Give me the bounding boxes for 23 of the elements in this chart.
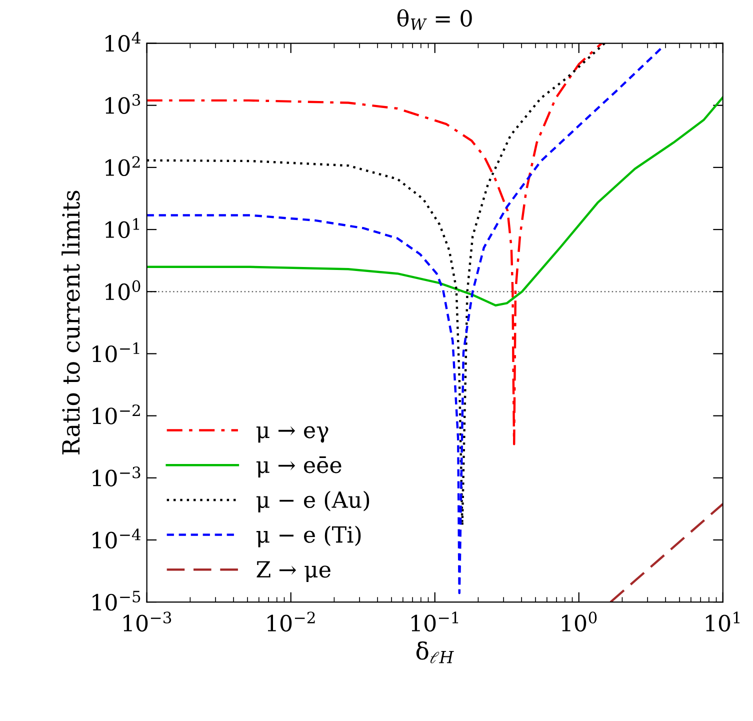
y-tick-label: 10$^{−5}$ (92, 590, 140, 611)
legend-label: μ − e (Au) (256, 490, 370, 512)
y-tick-label: 10$^{−3}$ (92, 466, 140, 486)
x-tick-label: 10$^{−1}$ (412, 612, 458, 632)
y-tick-label: 10$^{−2}$ (92, 404, 140, 424)
y-tick-label: 10$^{3}$ (106, 94, 140, 114)
x-axis-title: δ$_{ℓH}$ (416, 641, 454, 664)
x-tick-label: 10$^{0}$ (562, 612, 597, 632)
x-tick-label: 10$^{1}$ (706, 612, 740, 632)
y-tick-label: 10$^{1}$ (106, 218, 140, 238)
y-tick-label: 10$^{−4}$ (92, 528, 141, 549)
x-tick-label: 10$^{−2}$ (268, 612, 315, 632)
legend-label: Z → μe (256, 561, 330, 582)
y-tick-label: 10$^{−1}$ (92, 342, 140, 362)
y-tick-label: 10$^{2}$ (106, 156, 140, 176)
chart-title: θ$_{W}$ = 0 (397, 9, 472, 30)
y-axis-title: Ratio to current limits (62, 190, 80, 454)
legend-label: μ → eγ (256, 426, 328, 443)
x-tick-label: 10$^{−3}$ (124, 612, 172, 632)
y-tick-label: 10$^{0}$ (106, 280, 140, 300)
legend-label: μ − e (Ti) (256, 526, 361, 548)
legend-label: μ → eēe (256, 456, 342, 478)
y-tick-label: 10$^{4}$ (106, 32, 140, 52)
